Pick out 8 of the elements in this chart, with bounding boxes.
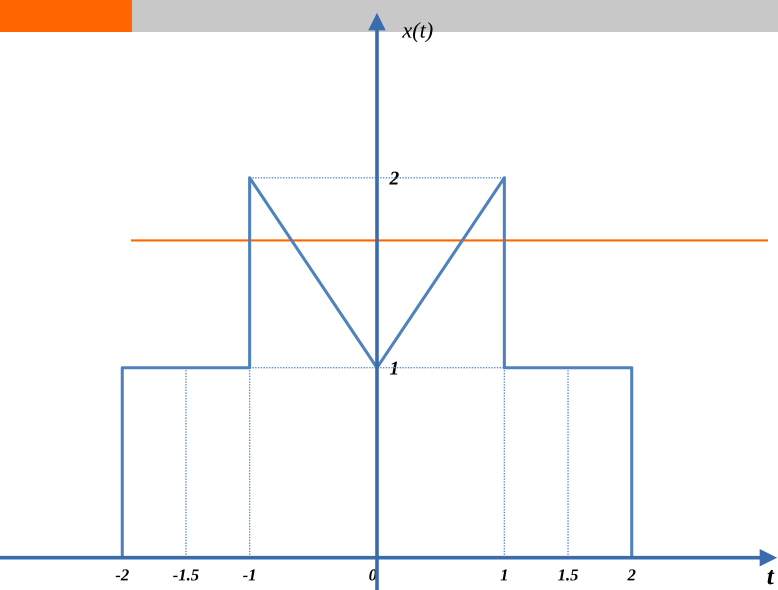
x-tick-label: 2 — [627, 569, 636, 580]
x-tick-label: 1 — [500, 569, 507, 580]
x-tick-label: -2 — [116, 569, 129, 580]
x-tick-label: -1 — [243, 569, 255, 580]
x-axis-title: t — [768, 570, 774, 584]
x-tick-label: -1.5 — [173, 569, 199, 581]
x-tick-label: 1.5 — [558, 569, 578, 581]
y-axis-title: x(t) — [402, 22, 433, 42]
